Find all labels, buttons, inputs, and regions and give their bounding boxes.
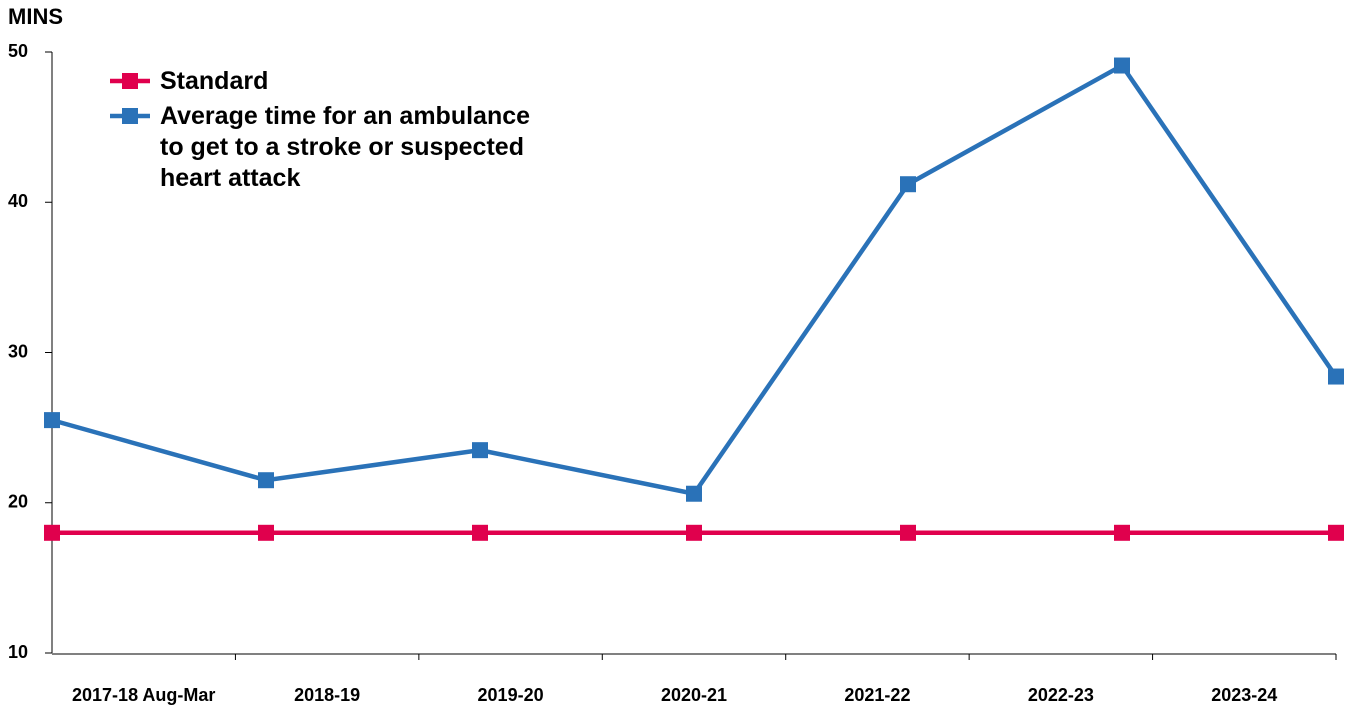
x-tick-label: 2019-20 — [478, 685, 544, 705]
y-tick-label: 40 — [8, 191, 28, 211]
marker — [900, 524, 916, 541]
legend-entry: Average time for an ambulance to get to … — [108, 101, 548, 194]
legend-swatch — [110, 108, 150, 124]
marker — [686, 485, 702, 502]
marker — [258, 524, 274, 541]
marker — [44, 524, 60, 541]
legend-marker — [122, 73, 138, 89]
marker — [1328, 524, 1344, 541]
marker — [900, 176, 916, 193]
x-tick-label: 2022-23 — [1028, 685, 1094, 705]
x-tick-label: 2021-22 — [844, 685, 910, 705]
marker — [44, 412, 60, 429]
legend-marker — [122, 108, 138, 124]
x-tick-label: 2023-24 — [1211, 685, 1277, 705]
x-tick-label: 2018-19 — [294, 685, 360, 705]
marker — [1328, 368, 1344, 385]
x-tick-label: 2017-18 Aug-Mar — [72, 685, 215, 705]
marker — [1114, 524, 1130, 541]
legend-swatch — [110, 73, 150, 89]
marker — [258, 472, 274, 489]
y-tick-label: 10 — [8, 642, 28, 662]
x-tick-label: 2020-21 — [661, 685, 727, 705]
marker — [686, 524, 702, 541]
y-tick-label: 20 — [8, 492, 28, 512]
legend: Standard Average time for an ambulance to… — [108, 66, 548, 198]
legend-label: Standard — [160, 67, 269, 95]
y-axis-title: MINS — [8, 4, 63, 29]
marker — [472, 442, 488, 459]
y-tick-label: 50 — [8, 41, 28, 61]
y-tick-label: 30 — [8, 341, 28, 361]
legend-label: Average time for an ambulance to get to … — [160, 102, 531, 192]
legend-entry: Standard — [108, 66, 548, 97]
marker — [472, 524, 488, 541]
marker — [1114, 57, 1130, 74]
